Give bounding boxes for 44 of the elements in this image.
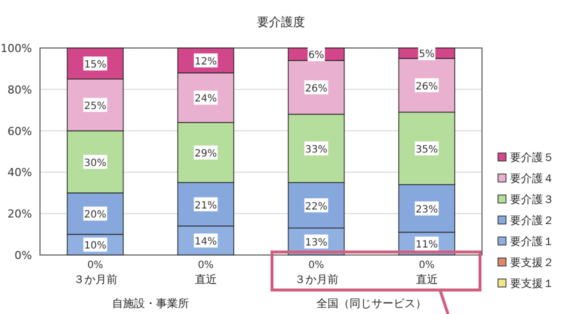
data-label: 23% (416, 204, 438, 216)
legend-label: 要介護５ (510, 151, 554, 164)
data-label: 21% (194, 200, 217, 212)
x-tick-label: 直近 (416, 273, 438, 286)
data-label: 11% (416, 240, 438, 251)
legend-label: 要支援１ (510, 277, 554, 290)
legend-label: 要介護４ (510, 172, 554, 185)
data-label: 10% (84, 240, 106, 252)
x-tick-label: 直近 (194, 273, 217, 286)
data-label: 0% (87, 260, 104, 271)
y-tick-label: 60% (8, 124, 32, 138)
y-tick-label: 20% (8, 208, 32, 221)
data-label: 5% (418, 49, 435, 60)
data-label: 14% (194, 236, 217, 248)
data-label: 26% (305, 83, 328, 94)
data-label: 22% (305, 201, 328, 212)
data-label: 24% (194, 94, 217, 105)
data-label: 33% (305, 144, 328, 156)
data-label: 15% (84, 60, 106, 71)
text: 自施設・事業所 (112, 297, 189, 310)
data-label: 20% (84, 210, 106, 221)
legend-label: 要介護３ (510, 193, 554, 206)
y-tick-label: 0% (14, 249, 32, 262)
data-label: 0% (198, 260, 214, 271)
chart-title: 要介護度 (257, 15, 305, 29)
x-tick-label: ３か月前 (294, 273, 338, 286)
data-label: 35% (416, 144, 438, 156)
data-label: 0% (418, 260, 435, 271)
x-tick-label: ３か月前 (73, 273, 118, 286)
data-label: 29% (194, 148, 217, 160)
y-tick-label: 40% (8, 166, 32, 180)
legend-label: 要支援２ (510, 256, 554, 269)
y-tick-label: 100% (0, 42, 32, 55)
data-label: 25% (84, 100, 106, 112)
data-label: 26% (416, 81, 438, 92)
data-label: 12% (194, 56, 217, 68)
legend-label: 要介護１ (510, 235, 554, 248)
data-label: 0% (308, 260, 324, 271)
legend-label: 要介護２ (510, 214, 554, 227)
data-label: 6% (308, 50, 324, 62)
data-label: 30% (84, 158, 106, 169)
data-label: 13% (305, 238, 328, 249)
y-tick-label: 80% (8, 83, 32, 96)
text: 全国（同じサービス） (316, 297, 426, 310)
